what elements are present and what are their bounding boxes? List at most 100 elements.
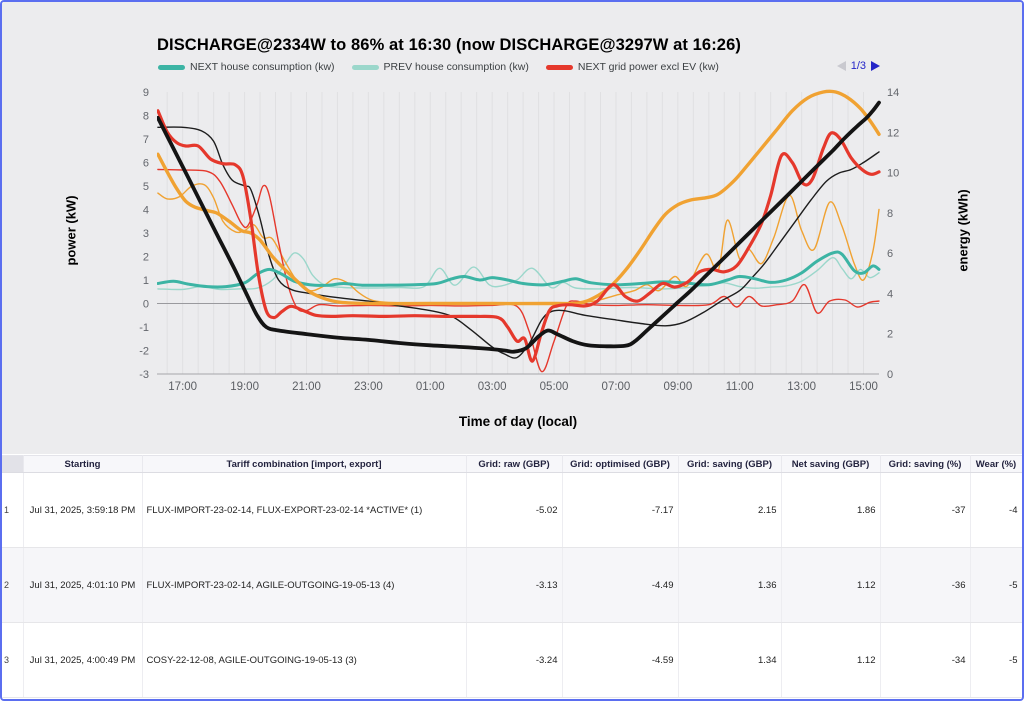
cell-grid-raw-gbp: -3.24 [466,622,563,698]
cell-grid-saving-gbp: 2.15 [678,472,782,548]
chart-series [157,89,881,373]
x-axis-tick: 15:00 [849,381,878,393]
legend-swatch-icon [545,64,573,70]
cell-net-saving-gbp: 1.86 [781,472,881,548]
cell-tariff-combination: COSY-22-12-08, AGILE-OUTGOING-19-05-13 (… [142,622,467,698]
series-unlabeled-black-thin [157,126,880,359]
legend-item-3[interactable]: NEXT grid power excl EV (kw) [545,61,719,73]
cell-row-index: 1 [2,472,24,548]
right-axis-tick: 12 [887,127,899,139]
cell-row-index: 3 [2,622,24,698]
x-axis-title: Time of day (local) [458,414,578,429]
cell-tariff-combination: FLUX-IMPORT-23-02-14, FLUX-EXPORT-23-02-… [142,472,467,548]
cell-starting: Jul 31, 2025, 3:59:18 PM [23,472,143,548]
x-axis-tick: 23:00 [354,381,383,393]
left-axis-tick: 0 [143,299,149,311]
chart-legend: NEXT house consumption (kw) PREV house co… [158,61,719,73]
legend-label: NEXT house consumption (kw) [190,61,335,73]
column-header-grid-saving-pct: Grid: saving (%) [880,455,971,473]
gridlines [166,92,865,374]
cell-grid-saving-gbp: 1.36 [678,547,782,623]
pager-next-icon[interactable] [871,61,880,71]
x-axis-tick: 19:00 [230,381,259,393]
series-unlabeled-orange-thick [157,89,881,306]
cell-starting: Jul 31, 2025, 4:01:10 PM [23,547,143,623]
cell-grid-saving-gbp: 1.34 [678,622,782,698]
pager-prev-icon[interactable] [836,61,846,71]
legend-pager: 1/3 [836,60,880,72]
series-next-house-consumption [157,250,881,289]
column-header-starting: Starting [23,455,143,473]
left-axis-tick: -3 [139,369,149,381]
column-header-grid-optimised-gbp: Grid: optimised (GBP) [562,455,679,473]
left-axis-tick: 3 [143,228,149,240]
cell-wear-pct: -5 [970,622,1022,698]
column-header-wear-pct: Wear (%) [970,455,1022,473]
x-axis-tick: 07:00 [602,381,631,393]
column-header-grid-raw-gbp: Grid: raw (GBP) [466,455,563,473]
x-axis-tick: 13:00 [787,381,816,393]
right-axis-tick: 10 [887,168,899,180]
x-axis-tick: 05:00 [540,381,569,393]
tariff-comparison-section: Starting Tariff combination [import, expo… [2,454,1022,699]
cell-grid-saving-pct: -37 [880,472,971,548]
table-row[interactable]: 3 Jul 31, 2025, 4:00:49 PM COSY-22-12-08, … [2,622,1022,698]
chart-title: DISCHARGE@2334W to 86% at 16:30 (now DIS… [157,36,741,54]
legend-swatch-icon [351,64,379,70]
cell-grid-saving-pct: -36 [880,547,971,623]
cell-grid-optimised-gbp: -7.17 [562,472,679,548]
cell-grid-saving-pct: -34 [880,622,971,698]
pager-page-indicator: 1/3 [850,60,866,72]
cell-tariff-combination: FLUX-IMPORT-23-02-14, AGILE-OUTGOING-19-… [142,547,467,623]
table-row[interactable]: 1 Jul 31, 2025, 3:59:18 PM FLUX-IMPORT-23-… [2,472,1022,548]
left-axis-tick: 6 [143,158,149,170]
right-axis-tick: 2 [887,329,893,341]
cell-row-index: 2 [2,547,24,623]
right-axis-tick: 6 [887,248,893,260]
legend-label: PREV house consumption (kw) [383,61,529,73]
right-axis-tick: 0 [887,369,893,381]
series-next-grid-power-excl-ev [157,109,881,363]
right-axis-tick: 4 [887,288,893,300]
left-axis-tick: -1 [139,322,149,334]
right-axis-tick: 14 [887,87,899,99]
x-axis-tick: 03:00 [478,381,507,393]
column-header-net-saving-gbp: Net saving (GBP) [781,455,881,473]
left-axis-tick: 2 [143,252,149,264]
column-header-index [2,455,24,473]
x-axis-tick: 09:00 [663,381,692,393]
column-header-tariff-combination: Tariff combination [import, export] [142,455,467,473]
left-axis-tick: 5 [143,181,149,193]
cell-net-saving-gbp: 1.12 [781,622,881,698]
left-axis-tick: 9 [143,87,149,99]
series-unlabeled-red-thin [157,168,880,373]
table-header-row: Starting Tariff combination [import, expo… [2,455,1022,473]
cell-starting: Jul 31, 2025, 4:00:49 PM [23,622,143,698]
left-axis-tick: 4 [143,205,149,217]
left-axis-tick: 8 [143,111,149,123]
legend-label: NEXT grid power excl EV (kw) [577,61,719,73]
x-axis-tick: 17:00 [168,381,197,393]
cell-grid-raw-gbp: -5.02 [466,472,563,548]
forecast-chart-section: DISCHARGE@2334W to 86% at 16:30 (now DIS… [2,2,1022,454]
legend-item-1[interactable]: NEXT house consumption (kw) [158,61,335,73]
table-row[interactable]: 2 Jul 31, 2025, 4:01:10 PM FLUX-IMPORT-23-… [2,547,1022,623]
left-axis-tick: -2 [139,346,149,358]
right-axis-tick: 8 [887,208,893,220]
series-unlabeled-black-thick [157,100,881,354]
x-axis-tick: 11:00 [726,381,754,393]
left-axis-tick: 1 [143,275,149,287]
x-axis-tick: 21:00 [292,381,321,393]
cell-grid-optimised-gbp: -4.49 [562,547,679,623]
legend-item-2[interactable]: PREV house consumption (kw) [351,61,529,73]
cell-wear-pct: -5 [970,547,1022,623]
cell-grid-raw-gbp: -3.13 [466,547,563,623]
left-axis-tick: 7 [143,134,149,146]
cell-net-saving-gbp: 1.12 [781,547,881,623]
column-header-grid-saving-gbp: Grid: saving (GBP) [678,455,782,473]
x-axis-tick: 01:00 [416,381,445,393]
tariff-comparison-table: Starting Tariff combination [import, expo… [2,455,1022,698]
legend-swatch-icon [158,64,185,70]
